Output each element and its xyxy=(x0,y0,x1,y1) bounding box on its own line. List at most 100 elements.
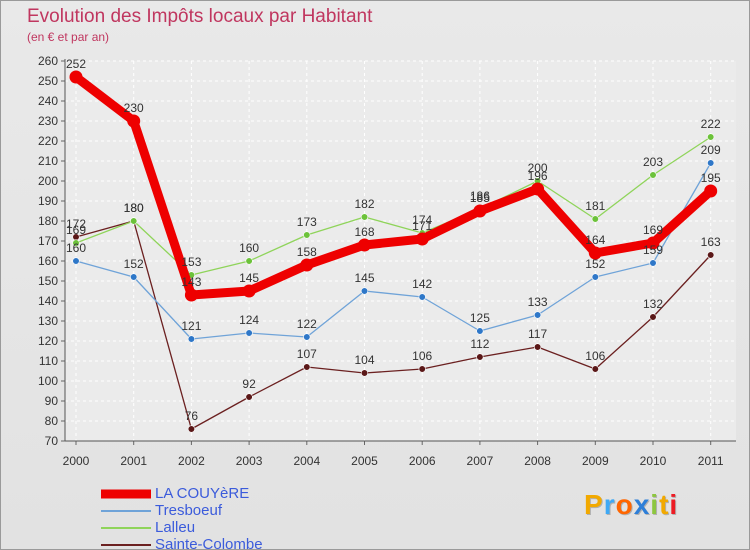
data-point xyxy=(707,251,715,259)
data-point xyxy=(591,215,599,223)
data-label: 185 xyxy=(470,191,490,205)
logo-letter: o xyxy=(615,489,634,520)
data-label: 209 xyxy=(701,143,721,157)
y-tick-label: 130 xyxy=(38,314,58,328)
data-label: 125 xyxy=(470,311,490,325)
series-line-la-couyère xyxy=(71,72,716,300)
data-point xyxy=(588,246,602,260)
data-point xyxy=(591,273,599,281)
data-point xyxy=(533,343,542,351)
legend-swatch xyxy=(101,509,151,512)
data-label: 92 xyxy=(242,377,256,391)
data-label: 172 xyxy=(66,217,86,231)
data-point xyxy=(358,238,371,252)
legend-swatch xyxy=(101,489,151,498)
data-point xyxy=(300,258,314,272)
data-point xyxy=(360,213,369,221)
y-tick-label: 70 xyxy=(45,434,59,448)
data-point xyxy=(418,293,426,301)
data-point xyxy=(187,425,195,433)
data-label: 173 xyxy=(297,215,317,229)
x-tick-label: 2000 xyxy=(63,454,90,468)
data-label: 121 xyxy=(181,319,201,333)
data-label: 104 xyxy=(354,353,374,367)
proxiti-logo: Proxiti xyxy=(584,489,678,521)
data-label: 230 xyxy=(124,101,144,115)
data-point xyxy=(72,257,80,265)
y-tick-label: 90 xyxy=(45,394,59,408)
x-tick-label: 2007 xyxy=(467,454,494,468)
data-label: 143 xyxy=(181,275,201,289)
data-label: 152 xyxy=(124,257,144,271)
data-point xyxy=(649,259,657,267)
y-tick-label: 220 xyxy=(38,134,58,148)
data-label: 200 xyxy=(528,161,548,175)
data-point xyxy=(473,204,487,218)
y-tick-label: 240 xyxy=(38,94,58,108)
data-point xyxy=(476,353,484,361)
data-point xyxy=(69,70,83,84)
logo-letter: i xyxy=(650,489,660,520)
y-tick-label: 230 xyxy=(38,114,58,128)
data-label: 160 xyxy=(66,241,86,255)
x-tick-label: 2011 xyxy=(698,454,724,468)
data-label: 180 xyxy=(124,201,144,215)
data-point xyxy=(707,159,715,167)
data-label: 107 xyxy=(297,347,317,361)
data-label: 186 xyxy=(470,189,490,203)
data-point xyxy=(360,369,369,377)
data-label: 222 xyxy=(701,117,721,131)
data-point xyxy=(303,231,311,239)
x-tick-label: 2001 xyxy=(120,454,147,468)
data-label: 164 xyxy=(585,233,605,247)
x-tick-label: 2006 xyxy=(409,454,436,468)
data-point xyxy=(476,327,484,335)
data-label: 181 xyxy=(585,199,605,213)
data-label: 76 xyxy=(185,409,199,423)
data-point xyxy=(245,257,253,265)
data-point xyxy=(303,333,311,341)
y-tick-label: 100 xyxy=(38,374,58,388)
data-label: 182 xyxy=(354,197,374,211)
x-tick-label: 2009 xyxy=(582,454,609,468)
legend-label: Tresboeuf xyxy=(155,502,222,519)
data-label: 252 xyxy=(66,57,86,71)
data-point xyxy=(130,217,138,225)
logo-letter: t xyxy=(659,489,670,520)
data-label: 117 xyxy=(528,327,547,341)
chart-title: Evolution des Impôts locaux par Habitant xyxy=(27,6,373,27)
y-tick-label: 140 xyxy=(38,294,58,308)
data-label: 106 xyxy=(412,349,432,363)
data-point xyxy=(649,171,657,179)
data-label: 169 xyxy=(643,223,663,237)
data-point xyxy=(704,184,718,198)
logo-letter: P xyxy=(584,489,604,520)
data-point xyxy=(649,313,657,321)
data-point xyxy=(707,133,715,141)
data-point xyxy=(531,182,545,196)
data-label: 203 xyxy=(643,155,663,169)
data-label: 153 xyxy=(181,255,201,269)
data-point xyxy=(591,365,599,373)
data-label: 180 xyxy=(124,201,144,215)
data-point xyxy=(533,311,542,319)
x-tick-label: 2010 xyxy=(640,454,667,468)
logo-letter: x xyxy=(633,489,651,520)
data-point xyxy=(418,365,426,373)
data-point xyxy=(187,335,195,343)
data-label: 133 xyxy=(528,295,548,309)
data-label: 196 xyxy=(528,169,548,183)
data-label: 132 xyxy=(643,297,663,311)
y-tick-label: 160 xyxy=(38,254,58,268)
data-point xyxy=(242,284,256,298)
data-point xyxy=(72,239,80,247)
x-tick-label: 2002 xyxy=(178,454,205,468)
legend-swatch xyxy=(101,543,151,546)
data-label: 169 xyxy=(66,223,86,237)
data-label: 152 xyxy=(585,257,605,271)
data-label: 106 xyxy=(585,349,605,363)
data-label: 112 xyxy=(470,337,489,351)
data-point xyxy=(184,288,198,302)
y-tick-label: 200 xyxy=(38,174,58,188)
